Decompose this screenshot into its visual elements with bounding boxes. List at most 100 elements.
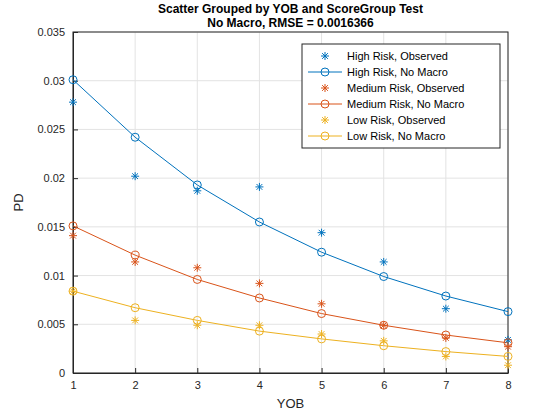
legend-marker bbox=[321, 100, 329, 108]
data-point bbox=[318, 330, 326, 338]
tick-mark bbox=[73, 276, 78, 277]
grid-line-y bbox=[73, 275, 508, 276]
legend-box bbox=[302, 44, 500, 148]
data-point bbox=[69, 98, 77, 106]
data-point bbox=[131, 316, 139, 324]
legend-label: Low Risk, Observed bbox=[347, 114, 445, 126]
data-point bbox=[504, 361, 512, 369]
data-point bbox=[255, 218, 263, 226]
data-point bbox=[318, 229, 326, 237]
tick: 3 bbox=[195, 368, 201, 391]
tick-label: 0.03 bbox=[44, 75, 65, 87]
data-point bbox=[504, 352, 512, 360]
legend-marker bbox=[321, 68, 329, 76]
tick-label: 0.015 bbox=[37, 221, 65, 233]
tick-mark bbox=[135, 368, 136, 373]
data-point bbox=[131, 172, 139, 180]
tick-label: 3 bbox=[195, 379, 201, 391]
legend-marker bbox=[321, 52, 329, 60]
x-axis-title: YOB bbox=[277, 396, 304, 411]
tick-label: 5 bbox=[319, 379, 325, 391]
tick: 0.035 bbox=[37, 26, 78, 38]
tick-mark bbox=[73, 129, 78, 130]
legend-label: High Risk, No Macro bbox=[347, 66, 448, 78]
data-point bbox=[318, 248, 326, 256]
data-point bbox=[255, 279, 263, 287]
legend-marker bbox=[321, 84, 329, 92]
data-point bbox=[131, 133, 139, 141]
plot-frame bbox=[73, 32, 508, 373]
data-point bbox=[193, 181, 201, 189]
y-axis-title: PD bbox=[11, 193, 26, 211]
series-line bbox=[73, 291, 508, 356]
legend-line bbox=[308, 136, 342, 137]
tick: 7 bbox=[443, 368, 449, 391]
series-line bbox=[73, 80, 508, 312]
legend-label: Medium Risk, Observed bbox=[347, 82, 464, 94]
data-point bbox=[255, 294, 263, 302]
plot-background bbox=[73, 32, 508, 373]
data-point bbox=[442, 348, 450, 356]
data-point bbox=[442, 305, 450, 313]
legend-marker bbox=[321, 116, 329, 124]
tick-label: 2 bbox=[133, 379, 139, 391]
grid-line-y bbox=[73, 324, 508, 325]
data-point bbox=[380, 258, 388, 266]
tick-label: 6 bbox=[381, 379, 387, 391]
tick: 0.025 bbox=[37, 123, 78, 135]
legend: High Risk, Observed High Risk, No Macro Me… bbox=[302, 44, 500, 148]
data-point bbox=[318, 335, 326, 343]
data-point bbox=[69, 76, 77, 84]
data-point bbox=[442, 292, 450, 300]
data-point bbox=[380, 321, 388, 329]
tick: 0.005 bbox=[37, 318, 78, 330]
chart-title: Scatter Grouped by YOB and ScoreGroup Te… bbox=[158, 2, 423, 16]
tick: 0.015 bbox=[37, 221, 78, 233]
data-point bbox=[131, 251, 139, 259]
tick-label: 0 bbox=[59, 367, 65, 379]
tick-mark bbox=[322, 368, 323, 373]
data-point bbox=[193, 275, 201, 283]
legend-marker bbox=[321, 132, 329, 140]
tick-label: 0.01 bbox=[44, 270, 65, 282]
data-point bbox=[442, 331, 450, 339]
tick-label: 1 bbox=[70, 379, 76, 391]
data-point bbox=[69, 287, 77, 295]
data-point bbox=[255, 327, 263, 335]
y-axis: 0 0.005 0.01 0.015 0.02 0.025 0.03 0.035 bbox=[37, 26, 78, 379]
series-line bbox=[73, 226, 508, 343]
data-point bbox=[504, 308, 512, 316]
tick-label: 0.035 bbox=[37, 26, 65, 38]
grid bbox=[73, 32, 508, 373]
tick-mark bbox=[259, 368, 260, 373]
lines bbox=[73, 80, 508, 357]
data-point bbox=[380, 273, 388, 281]
chart: 1234567800.0050.010.0150.020.0250.030.03… bbox=[0, 0, 560, 420]
tick-mark bbox=[73, 178, 78, 179]
tick: 2 bbox=[133, 368, 139, 391]
data-point bbox=[380, 337, 388, 345]
data-point bbox=[380, 342, 388, 350]
chart-subtitle: No Macro, RMSE = 0.0016366 bbox=[207, 16, 374, 30]
data-point bbox=[504, 339, 512, 347]
legend-line bbox=[308, 72, 342, 73]
tick-label: 8 bbox=[505, 379, 511, 391]
legend-label: Medium Risk, No Macro bbox=[347, 98, 464, 110]
data-point bbox=[318, 310, 326, 318]
legend-label: Low Risk, No Macro bbox=[347, 130, 445, 142]
tick: 6 bbox=[381, 368, 387, 391]
legend-line bbox=[308, 104, 342, 105]
tick-mark bbox=[73, 324, 78, 325]
data-point bbox=[380, 321, 388, 329]
tick-label: 0.005 bbox=[37, 318, 65, 330]
legend-label: High Risk, Observed bbox=[347, 50, 448, 62]
data-point bbox=[318, 300, 326, 308]
x-axis: 12345678 bbox=[70, 368, 511, 391]
tick-mark bbox=[197, 368, 198, 373]
data-point bbox=[69, 232, 77, 240]
data-point bbox=[69, 287, 77, 295]
tick-label: 0.02 bbox=[44, 172, 65, 184]
data-point bbox=[255, 183, 263, 191]
grid-line-y bbox=[73, 226, 508, 227]
tick-label: 0.025 bbox=[37, 123, 65, 135]
